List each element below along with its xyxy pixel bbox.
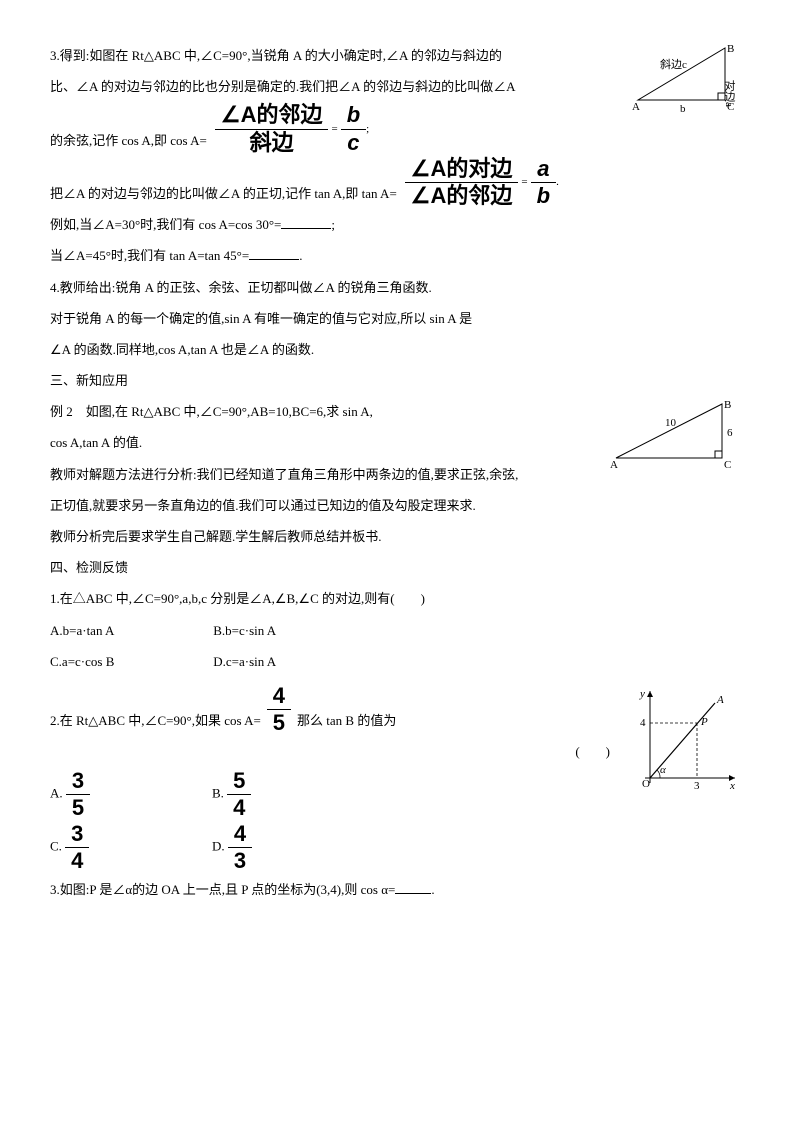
q2-options-row2: C. 34 D. 43 (50, 821, 750, 874)
tri1-A: A (632, 101, 640, 113)
tan-frac-words: ∠A的对边 ∠A的邻边 (405, 156, 519, 209)
q2-opt-A[interactable]: A. 35 (50, 768, 210, 821)
blank-2[interactable] (249, 246, 299, 260)
q1-options-row1: A.b=a·tan A B.b=c·sin A (50, 615, 750, 646)
q1-opt-C[interactable]: C.a=c·cos B (50, 646, 210, 677)
ex2-b: cos A,tan A 的值. (50, 427, 750, 458)
blank-1[interactable] (281, 215, 331, 229)
q2-opt-D[interactable]: D. 43 (212, 821, 372, 874)
p4-c: ∠A 的函数.同样地,cos A,tan A 也是∠A 的函数. (50, 334, 750, 365)
cos-frac-letters: b c (341, 102, 366, 155)
p3-eg1: 例如,当∠A=30°时,我们有 cos A=cos 30°=; (50, 209, 750, 240)
q1-opt-D[interactable]: D.c=a·sin A (213, 646, 276, 677)
ex2-block: A B C 10 6 例 2 如图,在 Rt△ABC 中,∠C=90°,AB=1… (50, 396, 750, 490)
q1-opt-A[interactable]: A.b=a·tan A (50, 615, 210, 646)
p3-line1: 3.得到:如图在 Rt△ABC 中,∠C=90°,当锐角 A 的大小确定时,∠A… (50, 40, 750, 71)
section3-title: 三、新知应用 (50, 365, 750, 396)
coord-px: 3 (694, 780, 700, 792)
coord-py: 4 (640, 717, 646, 729)
p4-a: 4.教师给出:锐角 A 的正弦、余弦、正切都叫做∠A 的锐角三角函数. (50, 272, 750, 303)
coord-P: P (700, 716, 708, 728)
coord-O: O (642, 778, 650, 790)
q1-opt-B[interactable]: B.b=c·sin A (213, 615, 373, 646)
ex2-c: 教师对解题方法进行分析:我们已经知道了直角三角形中两条边的值,要求正弦,余弦, (50, 459, 750, 490)
tan-formula-line: 把∠A 的对边与邻边的比叫做∠A 的正切,记作 tan A,即 tan A= ∠… (50, 156, 750, 209)
coord-A: A (716, 694, 724, 706)
tan-tail: . (556, 169, 559, 195)
ex2-e: 教师分析完后要求学生自己解题.学生解后教师总结并板书. (50, 521, 750, 552)
cos-frac-words: ∠A的邻边 斜边 (215, 102, 329, 155)
ex2-d: 正切值,就要求另一条直角边的值.我们可以通过已知边的值及勾股定理来求. (50, 490, 750, 521)
tan-lead: 把∠A 的对边与邻边的比叫做∠A 的正切,记作 tan A,即 tan A= (50, 178, 397, 209)
q2-paren: ( ) (50, 736, 750, 767)
blank-3[interactable] (395, 880, 431, 894)
p3-line2: 比、∠A 的对边与邻边的比也分别是确定的.我们把∠A 的邻边与斜边的比叫做∠A (50, 71, 750, 102)
q2-opt-C[interactable]: C. 34 (50, 821, 210, 874)
cos-lead: 的余弦,记作 cos A,即 cos A= (50, 125, 207, 156)
q1-options-row2: C.a=c·cos B D.c=a·sin A (50, 646, 750, 677)
coord-x: x (729, 780, 735, 792)
q2-opt-B[interactable]: B. 54 (212, 768, 372, 821)
q2-block: O x y A P 3 4 α 2.在 Rt△ABC 中,∠C=90°,如果 c… (50, 683, 750, 874)
ex2-a: 例 2 如图,在 Rt△ABC 中,∠C=90°,AB=10,BC=6,求 si… (50, 396, 750, 427)
equals-1: = (331, 116, 337, 142)
tan-frac-letters: a b (531, 156, 556, 209)
q2-frac: 4 5 (267, 683, 291, 736)
p3-block: A B C b 对边a 斜边c 3.得到:如图在 Rt△ABC 中,∠C=90°… (50, 40, 750, 102)
p4-b: 对于锐角 A 的每一个确定的值,sin A 有唯一确定的值与它对应,所以 sin… (50, 303, 750, 334)
q3-stem: 3.如图:P 是∠α的边 OA 上一点,且 P 点的坐标为(3,4),则 cos… (50, 874, 750, 905)
q1-stem: 1.在△ABC 中,∠C=90°,a,b,c 分别是∠A,∠B,∠C 的对边,则… (50, 583, 750, 614)
coord-y: y (639, 688, 645, 700)
section4-title: 四、检测反馈 (50, 552, 750, 583)
cos-tail: ; (366, 116, 369, 142)
tri1-b: b (680, 103, 686, 115)
equals-2: = (521, 169, 527, 195)
p3-eg2: 当∠A=45°时,我们有 tan A=tan 45°=. (50, 240, 750, 271)
